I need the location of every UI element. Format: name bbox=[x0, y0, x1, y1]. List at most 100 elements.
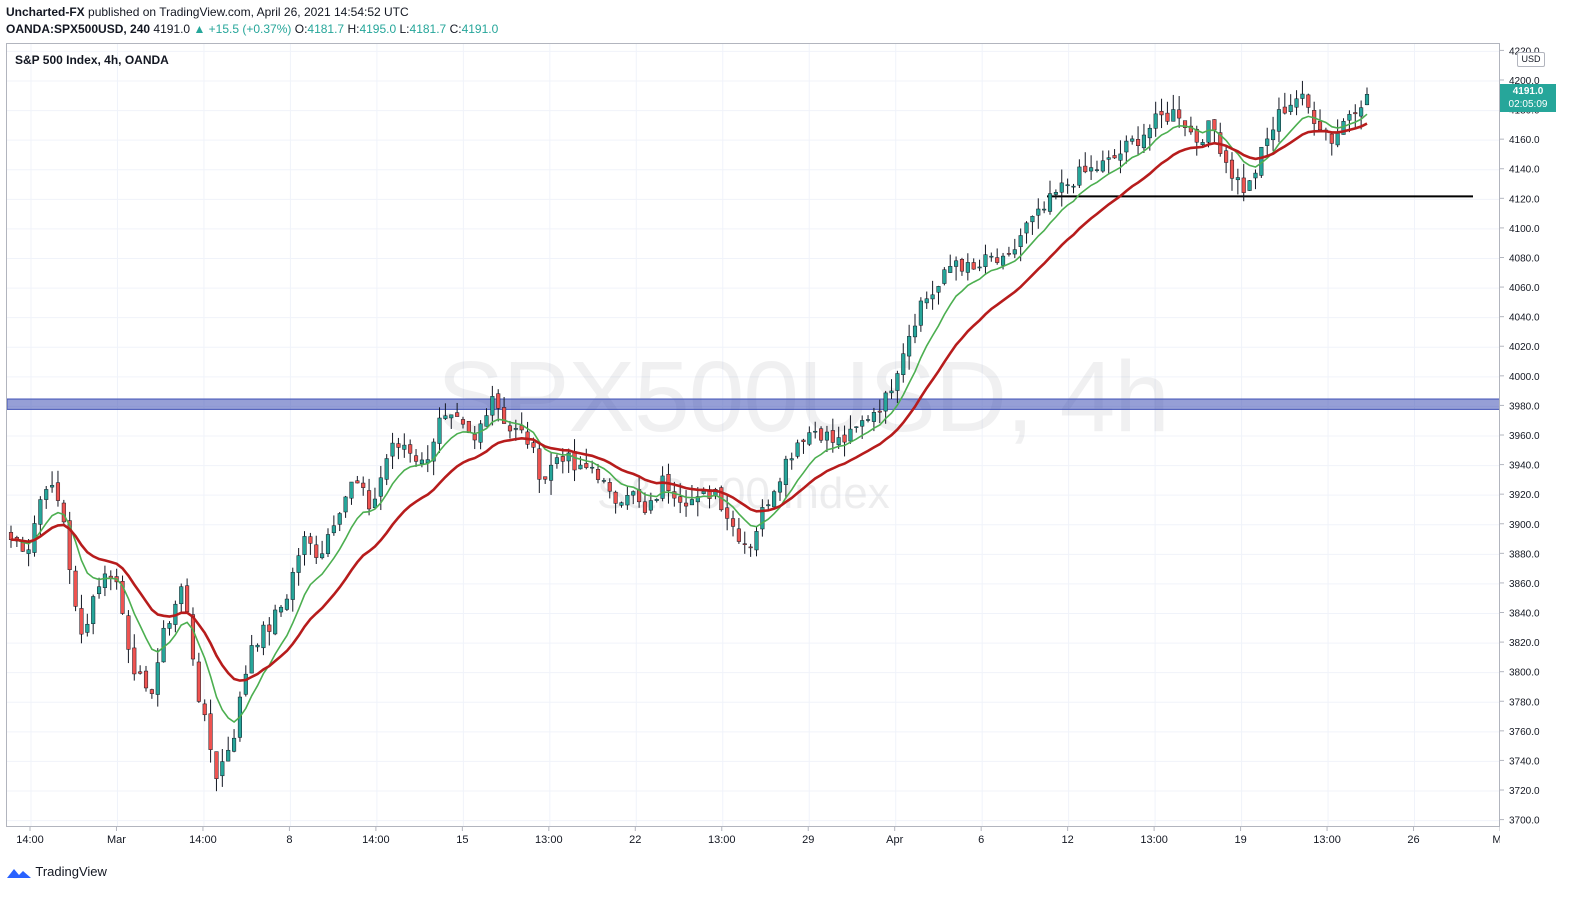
candle-body bbox=[196, 661, 201, 702]
candle-body bbox=[578, 464, 583, 470]
time-axis[interactable]: 14:00 Mar 14:00 8 14:00 15 13:00 22 13:00 29 Apr 6 1… bbox=[6, 827, 1500, 853]
candle-body bbox=[1253, 172, 1258, 179]
publisher-name[interactable]: Uncharted-FX bbox=[6, 5, 85, 19]
time-tick-label: Mar bbox=[107, 834, 126, 846]
candle-body bbox=[854, 426, 859, 428]
price-tick-label: 4200.0 bbox=[1509, 76, 1540, 87]
candle-body bbox=[572, 451, 577, 471]
candle-body bbox=[1171, 109, 1176, 122]
time-tick-label: 13:00 bbox=[708, 834, 736, 846]
candle-body bbox=[1136, 139, 1141, 146]
candle-body bbox=[537, 448, 542, 480]
candle-body bbox=[490, 396, 495, 416]
candle-body bbox=[948, 266, 953, 273]
candle-body bbox=[736, 528, 741, 542]
candle-body bbox=[783, 458, 788, 485]
candle-body bbox=[67, 520, 72, 570]
publish-info: Uncharted-FX published on TradingView.co… bbox=[6, 5, 409, 19]
candle-body bbox=[44, 489, 49, 500]
candle-body bbox=[502, 407, 507, 424]
candle-body bbox=[1042, 208, 1047, 211]
chart-pane[interactable]: SPX500USD, 4h S&P 500 Index S&P 500 Inde… bbox=[6, 43, 1500, 827]
close-value: 4191.0 bbox=[461, 22, 499, 36]
candle-body bbox=[1212, 119, 1217, 131]
candle-body bbox=[1106, 157, 1111, 160]
price-tick-label: 3780.0 bbox=[1509, 697, 1540, 708]
candlestick-plot[interactable] bbox=[7, 44, 1500, 827]
candle-body bbox=[1130, 138, 1135, 142]
price-tick-label: 3840.0 bbox=[1509, 609, 1540, 620]
candle-body bbox=[208, 713, 213, 750]
candle-body bbox=[971, 262, 976, 270]
candle-body bbox=[431, 441, 436, 462]
candle-body bbox=[261, 624, 266, 649]
price-tick-label: 4080.0 bbox=[1509, 253, 1540, 264]
candle-body bbox=[754, 531, 759, 551]
candle-body bbox=[1124, 140, 1129, 153]
candle-body bbox=[1030, 216, 1035, 223]
candle-body bbox=[730, 518, 736, 527]
candle-body bbox=[73, 570, 78, 607]
candle-body bbox=[1182, 120, 1188, 128]
candle-body bbox=[1241, 177, 1246, 193]
candle-body bbox=[566, 452, 571, 462]
candle-body bbox=[1224, 150, 1229, 163]
candle-body bbox=[942, 269, 947, 284]
candle-body bbox=[143, 670, 149, 689]
fast-moving-average-line bbox=[10, 113, 1368, 724]
last-price: 4191.0 bbox=[153, 22, 191, 36]
time-tick-label: 6 bbox=[978, 834, 984, 846]
candle-body bbox=[795, 442, 800, 457]
candle-body bbox=[91, 596, 96, 624]
candle-body bbox=[560, 456, 565, 462]
price-tick-label: 3960.0 bbox=[1509, 431, 1540, 442]
candle-body bbox=[695, 496, 700, 503]
candle-body bbox=[455, 412, 460, 417]
candle-body bbox=[836, 437, 841, 446]
time-tick-label: 13:00 bbox=[535, 834, 563, 846]
candle-body bbox=[1359, 107, 1364, 117]
price-tick-label: 3920.0 bbox=[1509, 490, 1540, 501]
candle-body bbox=[1229, 159, 1235, 179]
candle-body bbox=[1276, 109, 1281, 132]
candle-body bbox=[912, 325, 918, 338]
candle-body bbox=[1100, 160, 1105, 172]
candle-body bbox=[1036, 208, 1041, 216]
candle-body bbox=[349, 481, 354, 499]
candle-body bbox=[331, 525, 336, 534]
publish-text: published on TradingView.com, April 26, … bbox=[88, 5, 409, 19]
candle-body bbox=[918, 300, 923, 326]
candle-body bbox=[1083, 165, 1088, 173]
price-tick-label: 3740.0 bbox=[1509, 756, 1540, 767]
candle-body bbox=[220, 761, 225, 777]
time-tick-label: 14:00 bbox=[16, 834, 44, 846]
candle-body bbox=[1065, 184, 1070, 187]
price-tick-label: 3860.0 bbox=[1509, 579, 1540, 590]
candle-body bbox=[607, 482, 612, 492]
tradingview-logo-icon bbox=[7, 868, 31, 878]
price-axis[interactable]: 3700.0 3720.0 3740.0 3760.0 3780.0 3800.0 3820… bbox=[1500, 43, 1579, 827]
candle-body bbox=[513, 428, 518, 430]
candle-body bbox=[648, 500, 653, 511]
candle-body bbox=[549, 464, 554, 481]
support-zone bbox=[7, 398, 1499, 410]
candle-body bbox=[496, 393, 501, 409]
candle-body bbox=[1282, 106, 1287, 114]
high-value: 4195.0 bbox=[359, 22, 397, 36]
candle-body bbox=[619, 502, 624, 506]
candle-body bbox=[308, 536, 313, 544]
candle-body bbox=[50, 485, 55, 488]
candle-body bbox=[1018, 235, 1023, 247]
price-tick-label: 3940.0 bbox=[1509, 461, 1540, 472]
tradingview-footer[interactable]: TradingView bbox=[6, 864, 107, 880]
candle-body bbox=[138, 671, 143, 674]
candle-body bbox=[883, 392, 888, 412]
candle-body bbox=[1071, 185, 1076, 188]
price-tick-label: 4100.0 bbox=[1509, 224, 1540, 235]
last-price-label: 4191.0 02:05:09 bbox=[1500, 84, 1556, 112]
price-tick-label: 4220.0 bbox=[1509, 46, 1540, 57]
candle-body bbox=[625, 495, 630, 506]
currency-badge[interactable]: USD bbox=[1517, 52, 1545, 67]
candle-body bbox=[1265, 138, 1270, 146]
candle-body bbox=[907, 336, 912, 357]
